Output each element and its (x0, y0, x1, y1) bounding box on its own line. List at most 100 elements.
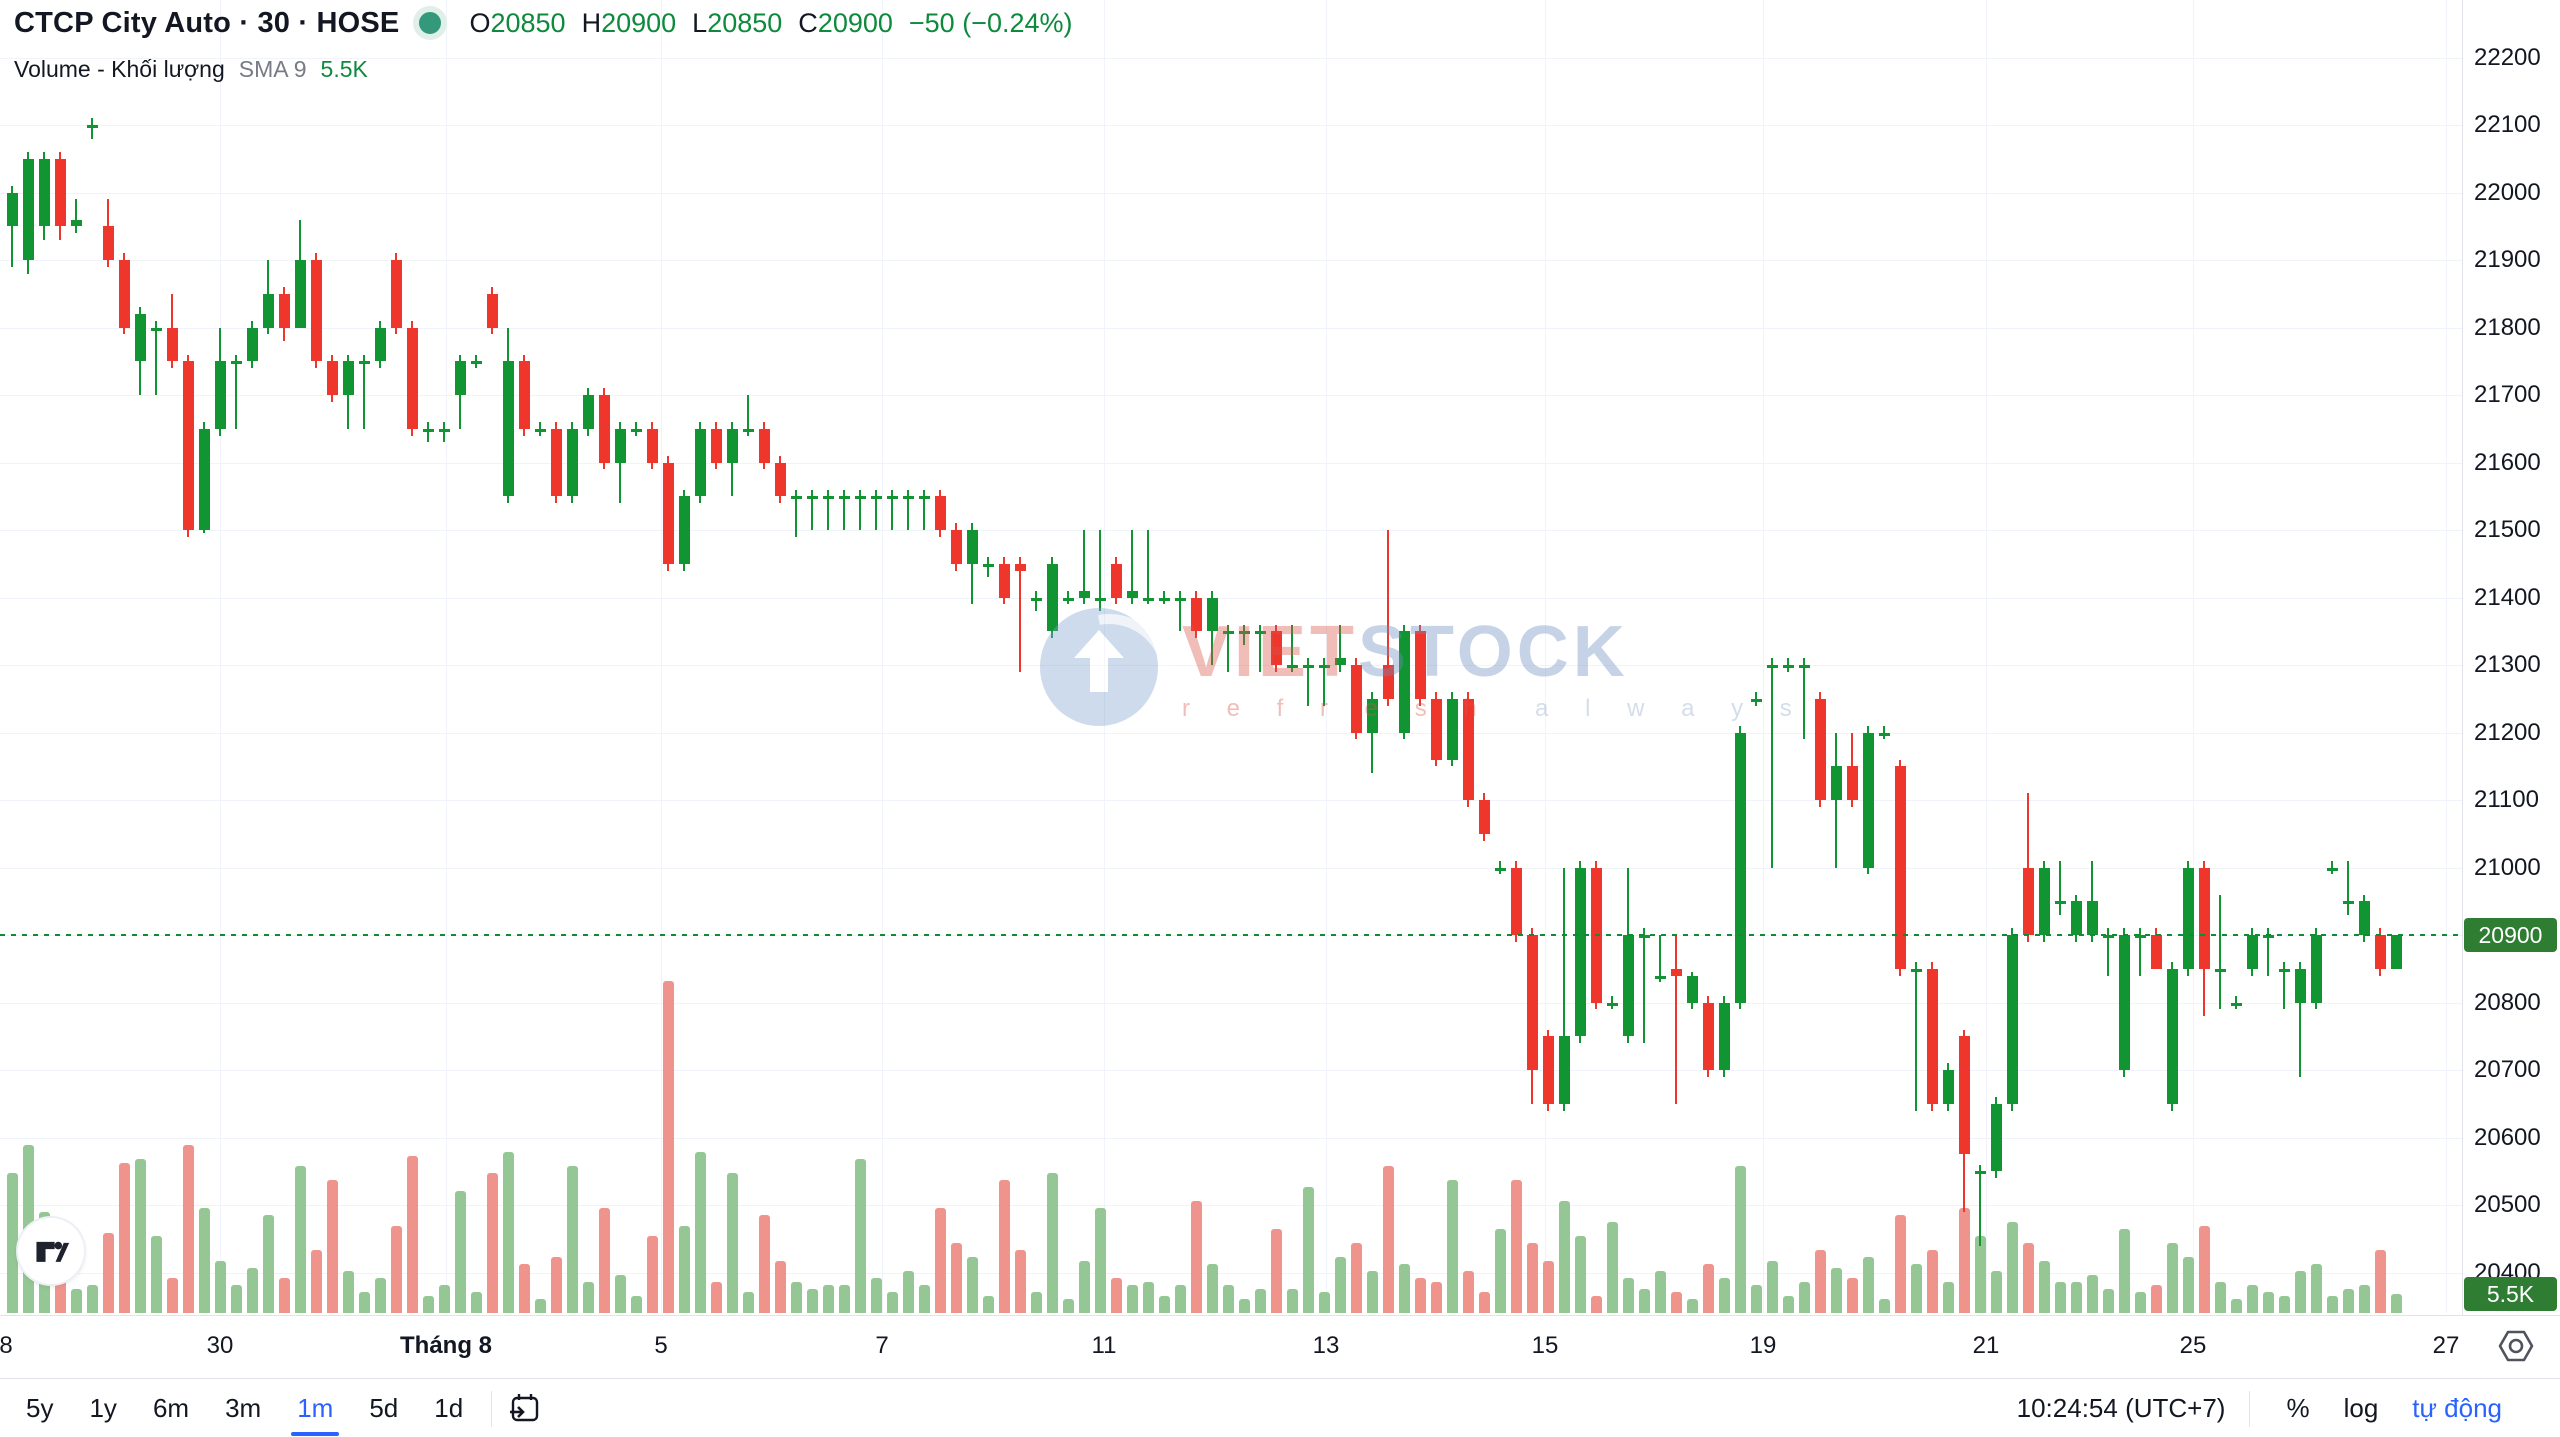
candle (1175, 597, 1186, 601)
candle (951, 530, 962, 564)
clock[interactable]: 10:24:54 (UTC+7) (2016, 1393, 2226, 1423)
candle (1719, 1002, 1730, 1070)
volume-bar (2295, 1271, 2306, 1313)
volume-bar (791, 1281, 802, 1313)
go-to-date-icon[interactable] (506, 1390, 544, 1428)
candle (103, 226, 114, 260)
volume-bar (519, 1264, 530, 1313)
volume-bar (1767, 1260, 1778, 1313)
candle-wick (811, 489, 813, 530)
auto-scale-button[interactable]: tự động (2412, 1393, 2502, 1423)
candle (759, 428, 770, 463)
candle-wick (1563, 867, 1565, 1111)
h-gridline (0, 462, 2462, 464)
volume-bar (2375, 1250, 2386, 1313)
timezone-settings-icon[interactable] (2494, 1324, 2538, 1368)
candle-wick (907, 489, 909, 530)
candle (1303, 665, 1314, 668)
candle-wick (859, 489, 861, 530)
candle-wick (1179, 590, 1181, 632)
time-tick-label: Tháng 8 (399, 1332, 493, 1359)
h-gridline (0, 597, 2462, 599)
range-button-5d[interactable]: 5d (369, 1393, 399, 1423)
v-gridline (1986, 0, 1987, 1313)
volume-bar (1815, 1250, 1826, 1313)
candle (887, 496, 898, 500)
candle-wick (1131, 530, 1133, 605)
close-value: 20900 (817, 7, 893, 38)
range-button-1d[interactable]: 1d (434, 1393, 464, 1423)
vietstock-watermark: VIETSTOCK r e f r e s h a l w a y s (1021, 589, 1807, 765)
candle (1383, 665, 1394, 699)
candle-wick (91, 118, 93, 139)
volume-bar (2391, 1293, 2402, 1313)
volume-bar (2055, 1281, 2066, 1313)
change-value: −50 (−0.24%) (908, 7, 1073, 38)
candle (2375, 935, 2386, 969)
candle (1879, 732, 1890, 736)
volume-bar (1495, 1229, 1506, 1313)
volume-bar (1479, 1292, 1490, 1313)
candle-wick (2139, 928, 2141, 976)
candle-wick (1339, 624, 1341, 672)
v-gridline (882, 0, 883, 1313)
candle (1367, 698, 1378, 733)
volume-bar (263, 1215, 274, 1313)
range-button-5y[interactable]: 5y (26, 1393, 54, 1423)
price-tick-label: 21800 (2474, 313, 2541, 341)
candle (2231, 1002, 2242, 1006)
volume-legend[interactable]: Volume - Khối lượng SMA 9 5.5K (14, 56, 368, 83)
candle-wick (1979, 1164, 1981, 1246)
candle (807, 496, 818, 500)
price-tick-label: 21600 (2474, 448, 2541, 476)
volume-bar (775, 1260, 786, 1313)
volume-bar (1079, 1260, 1090, 1313)
time-scale[interactable]: 8 30 Tháng 8 5 7 11 13 15 19 21 25 27 (0, 1315, 2560, 1379)
volume-bar (615, 1274, 626, 1313)
last-price-badge: 20900 (2464, 918, 2557, 952)
candle (1575, 867, 1586, 1037)
log-scale-button[interactable]: log (2343, 1393, 2379, 1423)
candle (1111, 563, 1122, 598)
symbol-title[interactable]: CTCP City Auto · 30 · HOSE (14, 6, 400, 39)
candle-wick (235, 354, 237, 429)
chart-plot-area[interactable]: VIETSTOCK r e f r e s h a l w a y s (0, 0, 2462, 1315)
volume-bar (679, 1225, 690, 1313)
range-button-3m[interactable]: 3m (225, 1393, 262, 1423)
volume-bar (1735, 1166, 1746, 1313)
range-button-6m[interactable]: 6m (152, 1393, 190, 1423)
candle (311, 260, 322, 362)
candle (1031, 597, 1042, 601)
tradingview-logo[interactable] (18, 1218, 84, 1284)
volume-bar (1207, 1264, 1218, 1313)
candle (39, 158, 50, 227)
candle-wick (1803, 658, 1805, 740)
price-tick-label: 22000 (2474, 178, 2541, 206)
price-tick-label: 21900 (2474, 246, 2541, 273)
candle-wick (427, 422, 429, 443)
candle (647, 428, 658, 463)
price-scale[interactable]: 22200 22100 22000 21900 21800 21700 21600 21500… (2462, 0, 2560, 1378)
ohlc-readout: O20850 H20900 L20850 C20900 −50 (−0.24%) (469, 8, 1072, 39)
range-button-1m[interactable]: 1m (283, 1387, 347, 1436)
volume-bar (1399, 1264, 1410, 1313)
volume-bar (1271, 1229, 1282, 1313)
range-button-1y[interactable]: 1y (89, 1393, 117, 1423)
volume-bar (839, 1285, 850, 1313)
candle (1767, 665, 1778, 668)
volume-bar (2247, 1285, 2258, 1313)
volume-bar (551, 1257, 562, 1313)
candle-wick (2219, 894, 2221, 1010)
volume-bar (1831, 1267, 1842, 1313)
candle (1335, 658, 1346, 665)
h-gridline (0, 192, 2462, 194)
candle (167, 327, 178, 362)
candle-wick (1915, 962, 1917, 1111)
volume-bar (2023, 1243, 2034, 1313)
candle-wick (619, 422, 621, 503)
percent-scale-button[interactable]: % (2286, 1393, 2310, 1423)
low-value: 20850 (707, 7, 783, 38)
candle (2087, 901, 2098, 935)
volume-bar (1655, 1271, 1666, 1313)
